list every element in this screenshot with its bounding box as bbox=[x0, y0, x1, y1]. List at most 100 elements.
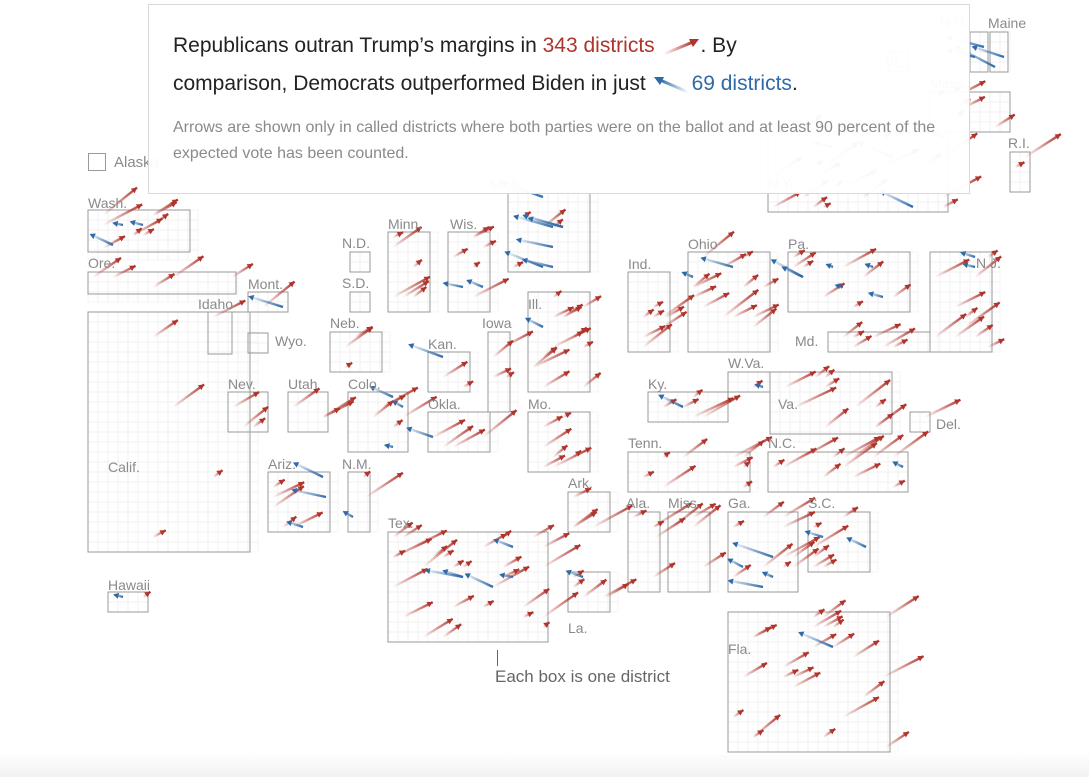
district-cell bbox=[207, 521, 219, 533]
district-cell bbox=[397, 271, 409, 283]
state-label-miss: Miss. bbox=[668, 495, 701, 511]
district-cell bbox=[357, 481, 369, 493]
district-cell bbox=[817, 651, 829, 663]
district-cell bbox=[217, 461, 229, 473]
district-cell bbox=[137, 281, 149, 293]
district-cell bbox=[147, 491, 159, 503]
district-cell bbox=[817, 451, 829, 463]
district-cell bbox=[157, 311, 169, 323]
district-cell bbox=[587, 601, 599, 613]
state-outline-ky bbox=[647, 391, 729, 423]
district-cell bbox=[477, 561, 489, 573]
district-cell bbox=[437, 601, 449, 613]
district-cell bbox=[117, 441, 129, 453]
district-cell bbox=[627, 301, 639, 313]
district-cell bbox=[157, 541, 169, 553]
district-cell bbox=[187, 431, 199, 443]
district-cell bbox=[197, 461, 209, 473]
district-cell bbox=[787, 721, 799, 733]
district-cell bbox=[247, 541, 259, 553]
district-cell bbox=[857, 741, 869, 753]
state-label-ill: Ill. bbox=[528, 296, 542, 312]
district-cell bbox=[757, 711, 769, 723]
district-cell bbox=[827, 681, 839, 693]
district-cell bbox=[227, 461, 239, 473]
rep-arrow-mo-4 bbox=[552, 444, 569, 458]
district-cell bbox=[207, 541, 219, 553]
rep-arrow-wash-6 bbox=[102, 203, 143, 227]
state-label-kan: Kan. bbox=[428, 336, 457, 352]
district-cell bbox=[799, 421, 811, 433]
district-cell bbox=[359, 291, 371, 303]
district-cell bbox=[97, 371, 109, 383]
district-cell bbox=[247, 301, 259, 313]
district-cell bbox=[717, 331, 729, 343]
district-cell bbox=[577, 251, 589, 263]
alaska-checkbox[interactable] bbox=[88, 153, 106, 171]
district-cell bbox=[187, 451, 199, 463]
district-cell bbox=[897, 271, 909, 283]
district-cell bbox=[227, 521, 239, 533]
district-cell bbox=[929, 251, 941, 263]
district-cell bbox=[777, 701, 789, 713]
state-outline-colo bbox=[347, 391, 409, 453]
district-cell bbox=[577, 201, 589, 213]
state-outline-s-d bbox=[349, 291, 371, 313]
district-cell bbox=[949, 251, 961, 263]
district-cell bbox=[347, 481, 359, 493]
district-cell bbox=[107, 229, 119, 241]
district-cell bbox=[697, 321, 709, 333]
district-cell bbox=[627, 561, 639, 573]
district-cell bbox=[467, 541, 479, 553]
rep-arrow-fla-23 bbox=[782, 668, 799, 679]
district-cell bbox=[647, 341, 659, 353]
district-cell bbox=[827, 481, 839, 493]
district-cell bbox=[687, 331, 699, 343]
rep-arrow-fla-19 bbox=[792, 666, 815, 679]
rep-arrow-md-1 bbox=[882, 327, 916, 349]
alaska-toggle[interactable]: Alaska bbox=[88, 153, 159, 171]
district-cell bbox=[787, 281, 799, 293]
district-cell bbox=[147, 481, 159, 493]
district-cell bbox=[369, 361, 381, 373]
district-cell bbox=[707, 451, 719, 463]
rep-arrow-wis-4 bbox=[472, 225, 495, 239]
district-cell bbox=[329, 331, 341, 343]
rep-arrow-ky-3 bbox=[692, 396, 734, 419]
district-cell bbox=[817, 251, 829, 263]
district-cell bbox=[867, 561, 879, 573]
district-cell bbox=[97, 501, 109, 513]
district-cell bbox=[157, 371, 169, 383]
district-cell bbox=[127, 501, 139, 513]
rep-arrow-s-c-0 bbox=[812, 524, 849, 549]
district-cell bbox=[767, 561, 779, 573]
district-cell bbox=[437, 591, 449, 603]
district-cell bbox=[747, 611, 759, 623]
district-cell bbox=[287, 501, 299, 513]
district-cell bbox=[647, 411, 659, 423]
district-cell bbox=[437, 581, 449, 593]
district-cell bbox=[127, 511, 139, 523]
district-cell bbox=[577, 311, 589, 323]
district-cell bbox=[577, 431, 589, 443]
district-cell bbox=[197, 441, 209, 453]
district-cell bbox=[167, 281, 179, 293]
footnote: Each box is one district bbox=[495, 667, 670, 686]
district-cell bbox=[167, 209, 179, 221]
district-cell bbox=[527, 581, 539, 593]
rep-arrow-tenn-5 bbox=[662, 451, 671, 458]
district-cell bbox=[737, 551, 749, 563]
state-outline-ohio bbox=[687, 251, 771, 353]
district-cell bbox=[457, 291, 469, 303]
district-cell bbox=[357, 521, 369, 533]
district-cell bbox=[837, 291, 849, 303]
district-cell bbox=[847, 611, 859, 623]
district-cell bbox=[567, 441, 579, 453]
district-cell bbox=[137, 531, 149, 543]
district-cell bbox=[677, 581, 689, 593]
district-cell bbox=[979, 101, 991, 113]
district-cell bbox=[707, 461, 719, 473]
district-cell bbox=[227, 411, 239, 423]
rep-arrow-ga-3 bbox=[782, 536, 821, 559]
state-label-r-i: R.I. bbox=[1008, 135, 1030, 151]
